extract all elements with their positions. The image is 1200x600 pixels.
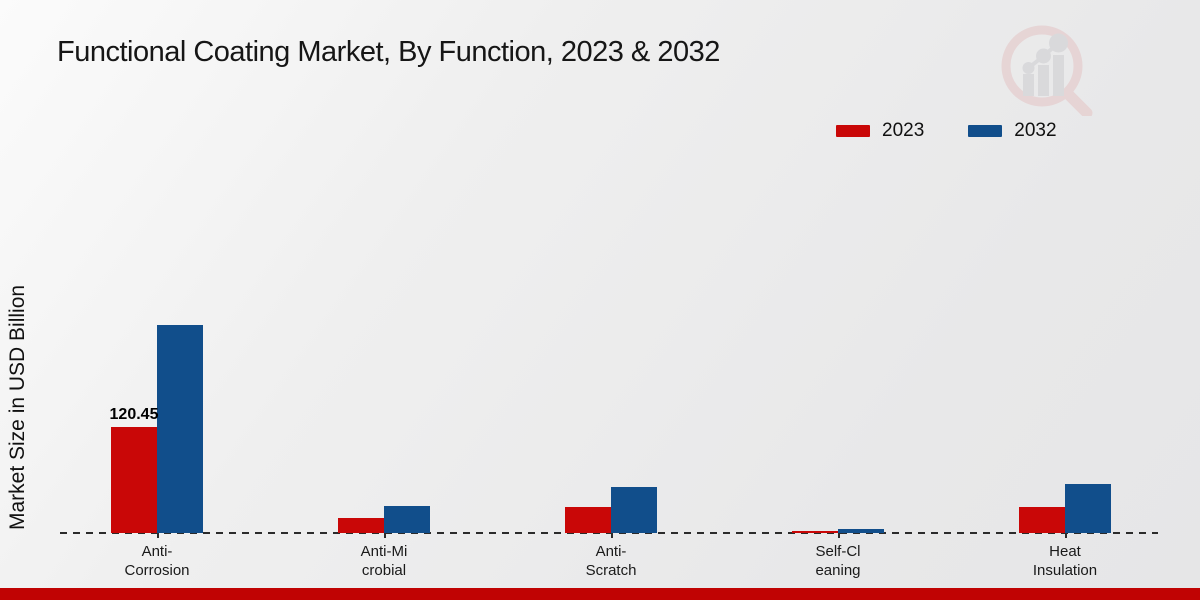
x-tick-label-anti-microbial: Anti-Mi crobial (360, 543, 408, 579)
bar-2023-anti-corrosion (111, 427, 157, 533)
legend-label-2032: 2032 (1014, 120, 1057, 141)
x-axis-tick (838, 533, 840, 538)
x-axis-baseline (60, 532, 1158, 534)
x-axis-tick (384, 533, 386, 538)
bar-2032-anti-corrosion (157, 325, 203, 533)
x-axis-tick (1065, 533, 1067, 538)
magnifier-bar-chart-logo-icon (988, 24, 1106, 119)
legend-label-2023: 2023 (882, 120, 925, 141)
x-axis-tick (611, 533, 613, 538)
legend: 2023 2032 (836, 120, 1057, 142)
legend-swatch-2032 (968, 125, 1003, 137)
bar-2023-anti-microbial (338, 518, 384, 533)
x-tick-label-heat-insulation: Heat Insulation (1032, 543, 1098, 579)
bar-2032-self-cleaning (838, 529, 884, 533)
bar-value-label: 120.45 (109, 406, 159, 423)
x-tick-label-self-cleaning: Self-Cl eaning (815, 543, 861, 579)
bar-2032-heat-insulation (1065, 484, 1111, 533)
page-title: Functional Coating Market, By Function, … (57, 36, 720, 68)
legend-item-2032: 2032 (968, 120, 1057, 142)
bar-2023-anti-scratch (565, 507, 611, 533)
x-axis-tick (157, 533, 159, 538)
x-tick-label-anti-corrosion: Anti- Corrosion (124, 543, 190, 579)
bar-2032-anti-scratch (611, 487, 657, 533)
y-axis-label: Market Size in USD Billion (6, 284, 29, 531)
bar-2023-heat-insulation (1019, 507, 1065, 533)
legend-item-2023: 2023 (836, 120, 924, 142)
footer-bar (0, 588, 1200, 600)
x-tick-label-anti-scratch: Anti- Scratch (585, 543, 637, 579)
bar-2032-anti-microbial (384, 506, 430, 533)
bar-2023-self-cleaning (792, 531, 838, 533)
legend-swatch-2023 (836, 125, 870, 137)
